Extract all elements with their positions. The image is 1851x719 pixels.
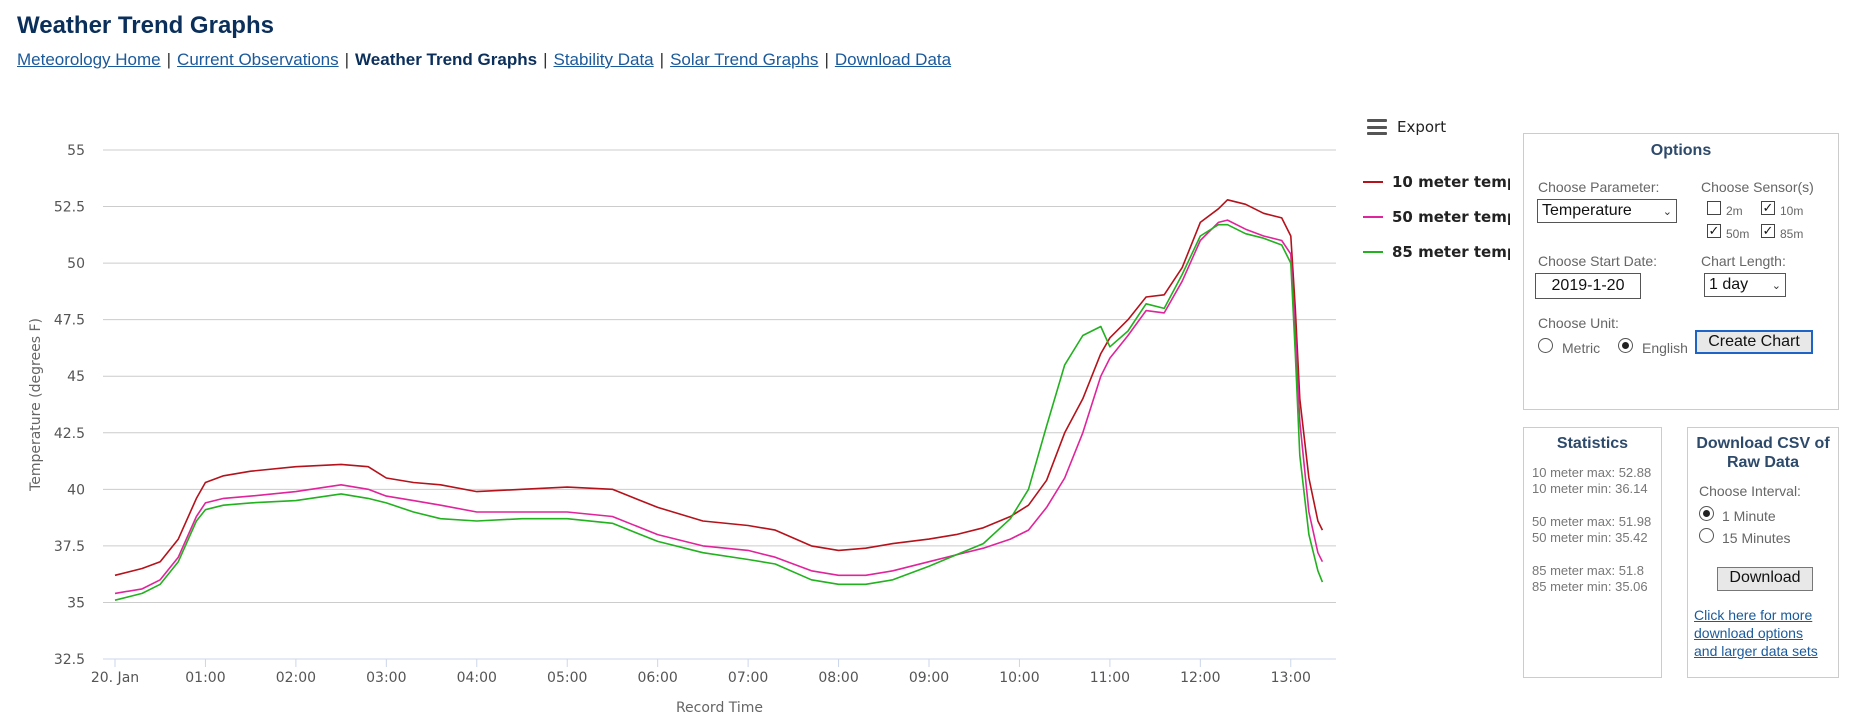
y-tick-label: 37.5 [54, 539, 85, 555]
parameter-label: Choose Parameter: [1538, 179, 1660, 195]
unit-label: Choose Unit: [1538, 315, 1619, 331]
start-date-value: 2019-1-20 [1551, 277, 1625, 294]
export-label: Export [1397, 118, 1447, 136]
nav-link-stability-data[interactable]: Stability Data [553, 50, 654, 69]
parameter-select[interactable]: Temperature ⌄ [1537, 199, 1677, 223]
sensor-checkbox-2m[interactable] [1707, 201, 1721, 215]
download-title-line2: Raw Data [1726, 454, 1800, 471]
series-line-1 [114, 199, 1324, 577]
x-tick-label: 12:00 [1180, 670, 1220, 686]
unit-label-metric: Metric [1562, 340, 1601, 356]
stat-85m-max: 85 meter max: 51.8 [1532, 563, 1644, 578]
legend-item: 50 meter temp [1392, 208, 1510, 226]
sensor-label-85m: 85m [1780, 227, 1804, 241]
stat-10m-max: 10 meter max: 52.88 [1532, 465, 1652, 480]
sensor-label-50m: 50m [1726, 227, 1750, 241]
x-tick-label: 01:00 [185, 670, 225, 686]
download-panel: Download CSV of Raw Data Choose Interval… [1687, 427, 1839, 678]
x-tick-label: 13:00 [1271, 670, 1311, 686]
legend-item: 10 meter temp [1392, 173, 1510, 191]
sensor-label-10m: 10m [1780, 204, 1804, 218]
nav-separator: | [344, 50, 350, 69]
interval-label-1-minute: 1 Minute [1722, 508, 1776, 524]
unit-label-english: English [1642, 340, 1688, 356]
chart-length-label: Chart Length: [1701, 253, 1786, 269]
create-chart-button[interactable]: Create Chart [1695, 330, 1813, 354]
nav-link-meteorology-home[interactable]: Meteorology Home [17, 50, 161, 69]
y-tick-label: 47.5 [54, 313, 85, 329]
temperature-chart: 32.5 35 37.5 40 42.5 45 47.5 50 52.5 55 20. Jan 01:… [28, 143, 1510, 716]
nav-separator: | [659, 50, 665, 69]
download-title-line1: Download CSV of [1696, 435, 1830, 452]
stat-10m-min: 10 meter min: 36.14 [1532, 481, 1648, 496]
x-tick-label: 07:00 [728, 670, 768, 686]
sensor-checkbox-50m[interactable]: ✓ [1707, 223, 1721, 238]
stat-50m-max: 50 meter max: 51.98 [1532, 514, 1652, 529]
statistics-panel: Statistics 10 meter max: 52.88 10 meter … [1523, 427, 1662, 678]
y-tick-label: 42.5 [54, 426, 85, 442]
nav-separator: | [824, 50, 829, 69]
chevron-down-icon: ⌄ [1662, 205, 1672, 218]
x-tick-label: 09:00 [909, 670, 949, 686]
nav-separator: | [166, 50, 172, 69]
start-date-input[interactable]: 2019-1-20 [1535, 273, 1641, 299]
x-tick-label: 03:00 [366, 670, 406, 686]
nav-link-download-data[interactable]: Download Data [834, 50, 952, 69]
y-tick-label: 40 [67, 482, 85, 498]
y-tick-label: 45 [67, 369, 85, 385]
x-tick-label: 11:00 [1090, 670, 1130, 686]
nav-current-weather-trend-graphs: Weather Trend Graphs [355, 50, 538, 69]
nav-link-current-observations[interactable]: Current Observations [177, 50, 339, 69]
x-tick-label: 20. Jan [91, 670, 139, 686]
chart-container: 32.5 35 37.5 40 42.5 45 47.5 50 52.5 55 20. Jan 01:… [0, 100, 1510, 719]
x-tick-label: 05:00 [547, 670, 587, 686]
x-axis-title: Record Time [676, 700, 763, 716]
sensors-label: Choose Sensor(s) [1701, 179, 1814, 195]
nav-separator: | [543, 50, 548, 69]
legend-item: 85 meter temp [1392, 243, 1510, 261]
sensor-label-2m: 2m [1726, 204, 1743, 218]
unit-radio-metric[interactable] [1538, 338, 1553, 353]
series-line-3 [114, 223, 1324, 601]
chart-length-select[interactable]: 1 day ⌄ [1704, 273, 1786, 297]
sensor-checkbox-85m[interactable]: ✓ [1761, 223, 1775, 238]
stat-50m-min: 50 meter min: 35.42 [1532, 530, 1648, 545]
stat-85m-min: 85 meter min: 35.06 [1532, 579, 1648, 594]
parameter-value: Temperature [1542, 202, 1632, 219]
nav-link-solar-trend-graphs[interactable]: Solar Trend Graphs [670, 50, 819, 69]
interval-radio-1-minute[interactable] [1699, 506, 1714, 521]
more-download-options-link-line2[interactable]: download options [1694, 625, 1803, 641]
download-button[interactable]: Download [1717, 567, 1813, 591]
y-tick-label: 52.5 [54, 200, 85, 216]
hamburger-menu-icon [1367, 119, 1387, 135]
options-panel: Options Choose Parameter: Temperature ⌄ C… [1523, 133, 1839, 410]
page-title: Weather Trend Graphs [17, 12, 274, 39]
series-line-2 [114, 219, 1324, 595]
export-button[interactable]: Export [1367, 118, 1446, 136]
x-tick-label: 10:00 [999, 670, 1039, 686]
more-download-options-link-line3[interactable]: and larger data sets [1694, 643, 1818, 659]
breadcrumb-nav: Meteorology Home | Current Observations | We… [17, 50, 951, 70]
sensor-checkbox-10m[interactable]: ✓ [1761, 200, 1775, 215]
start-date-label: Choose Start Date: [1538, 253, 1658, 269]
interval-label: Choose Interval: [1699, 483, 1801, 499]
x-tick-label: 02:00 [276, 670, 316, 686]
y-tick-label: 35 [67, 595, 85, 611]
statistics-title: Statistics [1556, 435, 1629, 452]
interval-radio-15-minutes[interactable] [1699, 528, 1714, 543]
options-title: Options [1650, 142, 1712, 159]
x-tick-label: 06:00 [637, 670, 677, 686]
chevron-down-icon: ⌄ [1771, 279, 1781, 292]
x-tick-label: 04:00 [457, 670, 497, 686]
unit-radio-english[interactable] [1618, 338, 1633, 353]
chart-length-value: 1 day [1709, 276, 1749, 293]
y-axis-title: Temperature (degrees F) [28, 318, 44, 492]
interval-label-15-minutes: 15 Minutes [1722, 530, 1791, 546]
y-tick-label: 55 [67, 143, 85, 159]
more-download-options-link-line1[interactable]: Click here for more [1694, 607, 1813, 623]
y-tick-label: 50 [67, 256, 85, 272]
x-tick-label: 08:00 [818, 670, 858, 686]
y-tick-label: 32.5 [54, 652, 85, 668]
